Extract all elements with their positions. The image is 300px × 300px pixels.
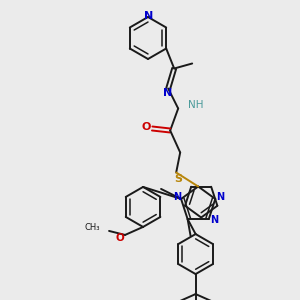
Text: N: N xyxy=(210,215,218,225)
Text: O: O xyxy=(116,233,124,243)
Text: N: N xyxy=(163,88,172,98)
Text: N: N xyxy=(144,11,154,21)
Text: N: N xyxy=(173,192,181,202)
Text: N: N xyxy=(216,192,224,202)
Text: NH: NH xyxy=(188,100,204,110)
Text: O: O xyxy=(142,122,151,133)
Text: S: S xyxy=(174,175,182,184)
Text: CH₃: CH₃ xyxy=(85,224,100,232)
